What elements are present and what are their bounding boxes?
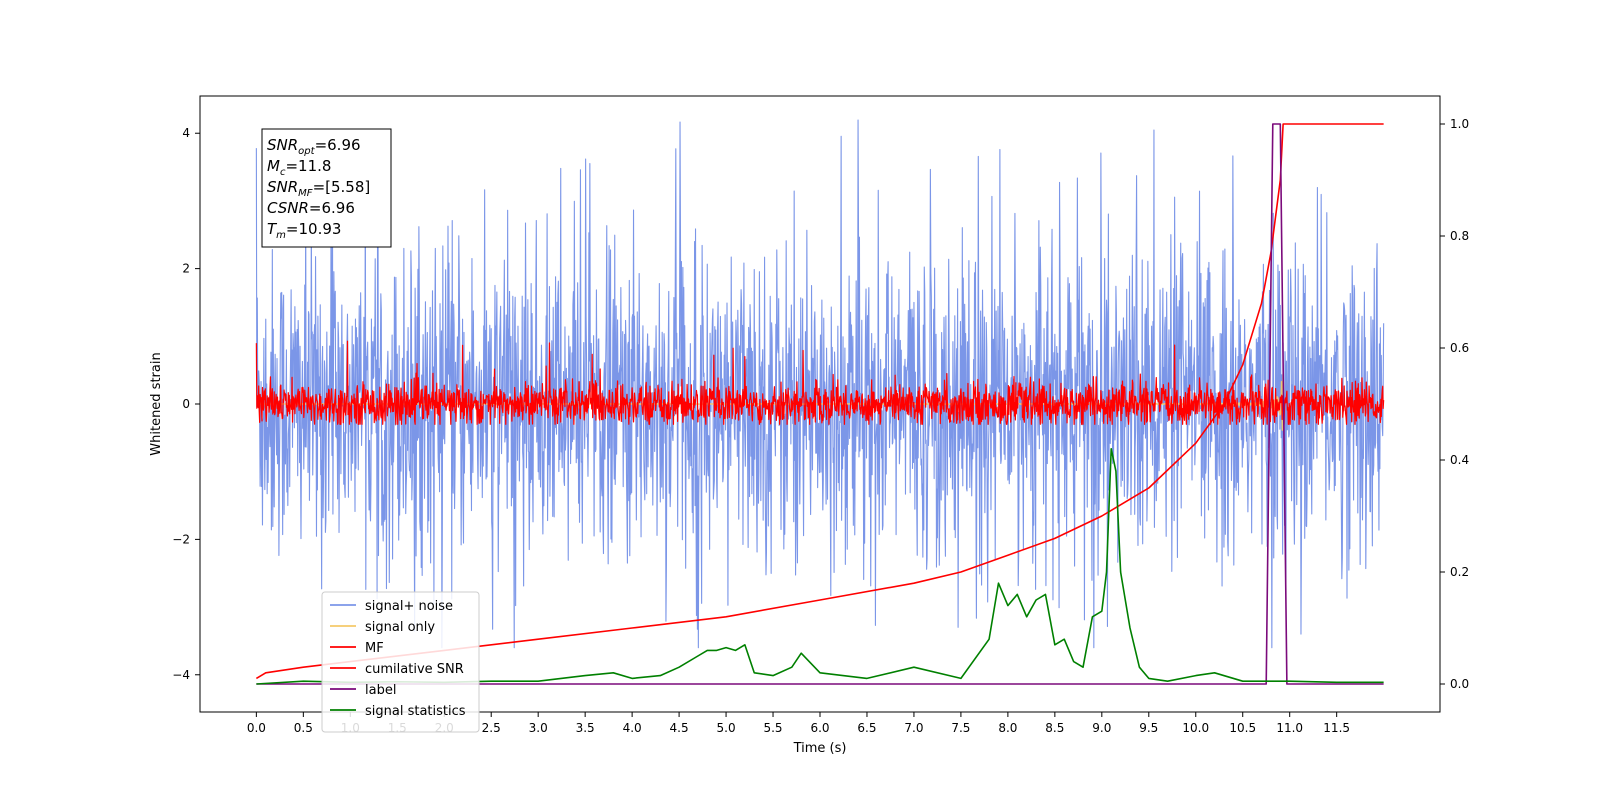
annotation-line: Tm=10.93	[267, 220, 341, 241]
legend-entry-signal-statistics: signal statistics	[365, 704, 466, 719]
x-tick-label: 3.5	[576, 721, 595, 735]
x-tick-label: 11.0	[1276, 721, 1303, 735]
x-tick-label: 10.0	[1182, 721, 1209, 735]
legend-entry-mf: MF	[365, 641, 384, 656]
x-tick-label: 7.5	[951, 721, 970, 735]
y2-tick-label: 0.2	[1450, 565, 1469, 579]
legend-frame	[321, 591, 480, 733]
y-axis-left: −4 −2 0 2 4	[172, 126, 200, 682]
series-mf	[255, 340, 1385, 425]
legend-entry-label: label	[365, 683, 396, 698]
y2-tick-label: 0.0	[1450, 677, 1469, 691]
x-tick-label: 5.5	[763, 721, 782, 735]
x-tick-label: 9.5	[1139, 721, 1158, 735]
y-tick-label: 0	[182, 397, 190, 411]
y2-tick-label: 1.0	[1450, 117, 1469, 131]
x-tick-label: 6.0	[810, 721, 829, 735]
x-tick-label: 6.5	[857, 721, 876, 735]
y2-tick-label: 0.8	[1450, 229, 1469, 243]
legend: signal+ noise signal only MF cumilative SNR…	[321, 591, 480, 733]
y-tick-label: −4	[172, 668, 190, 682]
series-label	[256, 123, 1384, 685]
y-tick-label: 2	[182, 262, 190, 276]
annotation-line: SNRMF=[5.58]	[267, 178, 370, 199]
x-tick-label: 8.5	[1045, 721, 1064, 735]
x-tick-label: 5.0	[717, 721, 736, 735]
series-signal-statistics	[256, 448, 1384, 685]
annotation-frame	[261, 128, 392, 248]
x-tick-label: 4.5	[670, 721, 689, 735]
x-tick-label: 9.0	[1092, 721, 1111, 735]
x-axis-label: Time (s)	[793, 741, 847, 756]
y-axis-label: Whitened strain	[149, 352, 164, 455]
y2-tick-label: 0.6	[1450, 341, 1469, 355]
x-tick-label: 8.0	[998, 721, 1017, 735]
y2-tick-label: 0.4	[1450, 453, 1469, 467]
x-tick-label: 0.5	[294, 721, 313, 735]
annotation-line: Mc=11.8	[267, 157, 331, 178]
y-tick-label: 4	[182, 126, 190, 140]
legend-entry-signal-noise: signal+ noise	[365, 599, 453, 614]
x-tick-label: 0.0	[247, 721, 266, 735]
x-tick-label: 10.5	[1229, 721, 1256, 735]
legend-entry-cumilative-snr: cumilative SNR	[365, 662, 464, 677]
x-tick-label: 4.0	[623, 721, 642, 735]
x-tick-label: 2.5	[482, 721, 501, 735]
y-axis-right: 0.0 0.2 0.4 0.6 0.8 1.0	[1440, 117, 1469, 691]
annotation-line: CSNR=6.96	[267, 199, 355, 217]
y-tick-label: −2	[172, 532, 190, 546]
x-tick-label: 3.0	[529, 721, 548, 735]
x-tick-label: 7.0	[904, 721, 923, 735]
x-tick-label: 11.5	[1323, 721, 1350, 735]
series-signal-noise	[255, 119, 1385, 649]
legend-entry-signal-only: signal only	[365, 620, 435, 635]
annotation-line: SNRopt=6.96	[267, 136, 361, 157]
